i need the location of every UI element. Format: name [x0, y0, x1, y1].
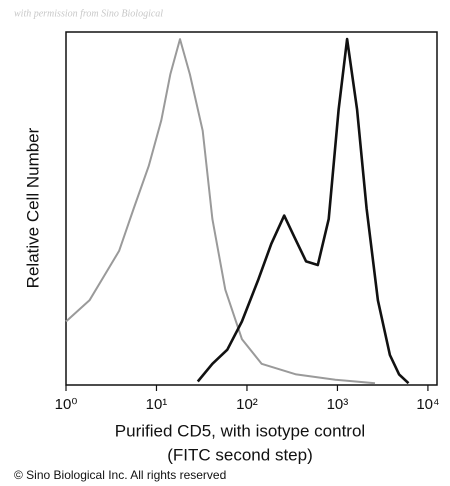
histogram-line [196, 37, 410, 385]
watermark: with permission from Sino Biological [14, 8, 163, 19]
x-tick-label: 10⁰ [55, 396, 78, 413]
x-tick-label: 10¹ [146, 396, 168, 413]
x-axis-label: (FITC second step) [167, 445, 313, 464]
x-tick-label: 10³ [327, 396, 349, 413]
y-axis-label: Relative Cell Number [23, 127, 42, 288]
footer: © Sino Biological Inc. All rights reserv… [14, 468, 226, 482]
plot-frame [65, 31, 438, 386]
x-tick-label: 10⁴ [416, 396, 439, 413]
x-tick-label: 10² [236, 396, 258, 413]
histogram-line [65, 38, 376, 385]
x-axis-label: Purified CD5, with isotype control [115, 421, 365, 440]
